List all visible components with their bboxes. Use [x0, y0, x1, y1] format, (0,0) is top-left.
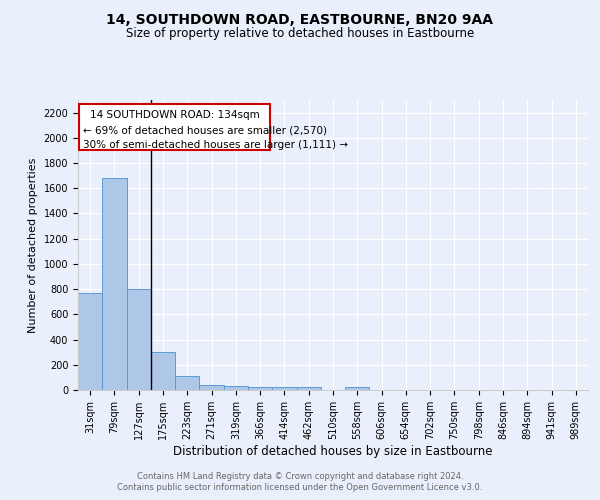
- Bar: [345, 388, 370, 390]
- Bar: [127, 289, 151, 390]
- Text: 14, SOUTHDOWN ROAD, EASTBOURNE, BN20 9AA: 14, SOUTHDOWN ROAD, EASTBOURNE, BN20 9AA: [107, 12, 493, 26]
- Text: Size of property relative to detached houses in Eastbourne: Size of property relative to detached ho…: [126, 28, 474, 40]
- Bar: [151, 352, 175, 390]
- FancyBboxPatch shape: [79, 104, 270, 150]
- Text: 30% of semi-detached houses are larger (1,111) →: 30% of semi-detached houses are larger (…: [83, 140, 348, 150]
- Bar: [199, 385, 224, 390]
- Bar: [272, 388, 296, 390]
- Y-axis label: Number of detached properties: Number of detached properties: [28, 158, 38, 332]
- Text: Contains HM Land Registry data © Crown copyright and database right 2024.: Contains HM Land Registry data © Crown c…: [137, 472, 463, 481]
- Text: 14 SOUTHDOWN ROAD: 134sqm: 14 SOUTHDOWN ROAD: 134sqm: [89, 110, 259, 120]
- Bar: [102, 178, 127, 390]
- Text: ← 69% of detached houses are smaller (2,570): ← 69% of detached houses are smaller (2,…: [83, 125, 327, 135]
- Bar: [296, 388, 321, 390]
- Bar: [78, 293, 102, 390]
- Bar: [248, 387, 272, 390]
- Bar: [224, 386, 248, 390]
- Bar: [175, 376, 199, 390]
- X-axis label: Distribution of detached houses by size in Eastbourne: Distribution of detached houses by size …: [173, 444, 493, 458]
- Text: Contains public sector information licensed under the Open Government Licence v3: Contains public sector information licen…: [118, 484, 482, 492]
